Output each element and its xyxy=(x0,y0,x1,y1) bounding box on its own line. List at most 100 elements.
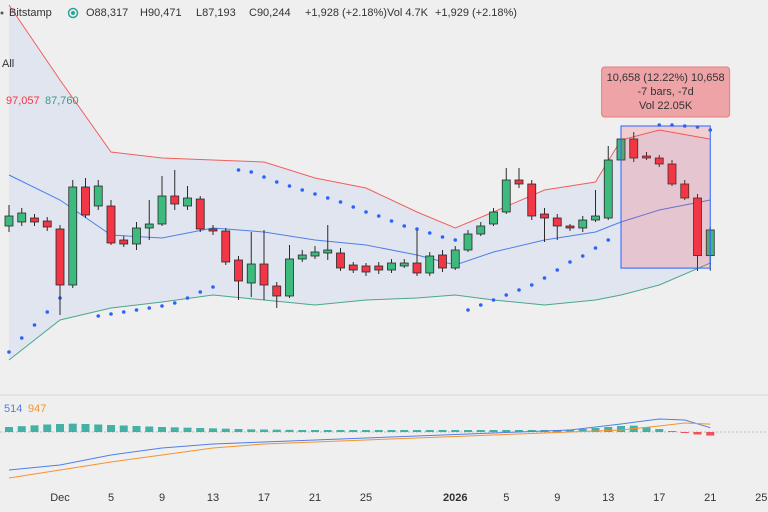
sar-dot xyxy=(172,301,177,305)
candle-body xyxy=(438,254,447,269)
status-icon xyxy=(67,7,79,19)
sar-dot xyxy=(160,304,164,308)
sar-dot xyxy=(427,231,432,235)
sar-dot xyxy=(121,310,126,314)
range[interactable]: All xyxy=(2,58,14,70)
sar-dot xyxy=(478,303,483,307)
candle-body xyxy=(119,239,129,245)
low: L87,193 xyxy=(196,7,236,19)
candle-body xyxy=(552,217,562,227)
x-tick-label: 9 xyxy=(159,492,165,504)
sar-dot xyxy=(529,283,534,287)
sar-dot xyxy=(568,260,572,264)
sar-dot xyxy=(440,235,445,239)
sar-dot xyxy=(211,285,215,289)
volume-change: +1,929 (+2.18%) xyxy=(435,7,517,19)
candle-body xyxy=(501,179,511,213)
histogram-bar xyxy=(234,429,243,432)
histogram-bar xyxy=(43,424,52,432)
measure-box xyxy=(620,125,711,269)
upper-value: 97,057 xyxy=(6,95,40,107)
macd-line xyxy=(8,418,711,471)
measure-tooltip xyxy=(601,66,731,118)
histogram-bar xyxy=(94,424,103,432)
candle-body xyxy=(489,211,498,225)
histogram-bar xyxy=(158,427,166,432)
candle-body xyxy=(603,159,613,219)
sar-dot xyxy=(45,310,50,314)
histogram-bar xyxy=(489,430,498,432)
candle-body xyxy=(629,138,639,159)
histogram-bar xyxy=(247,429,256,432)
candle-body xyxy=(425,255,435,274)
histogram-bar xyxy=(617,426,625,432)
candle-body xyxy=(450,249,460,269)
candle-body xyxy=(463,233,473,251)
band-fill xyxy=(9,5,711,360)
macd-line xyxy=(8,422,711,479)
candle-body xyxy=(234,259,243,282)
candle-body xyxy=(195,198,205,230)
histogram-bar xyxy=(668,431,676,432)
candle-body xyxy=(514,179,524,185)
candle-body xyxy=(81,186,90,216)
candle-body xyxy=(591,215,600,221)
sar-dot xyxy=(109,312,113,316)
candle-body xyxy=(297,254,307,260)
histogram-bar xyxy=(476,430,485,432)
histogram-bar xyxy=(5,427,13,432)
candle-body xyxy=(323,249,333,254)
candle-body xyxy=(68,186,78,286)
histogram-bar xyxy=(642,427,651,432)
candle-body xyxy=(93,185,103,207)
candle-body xyxy=(361,265,371,273)
candle-body xyxy=(4,215,14,227)
candle-body xyxy=(221,230,231,263)
sar-dot xyxy=(542,276,547,280)
candle-body xyxy=(642,155,651,159)
histogram-bar xyxy=(68,423,77,432)
candle-body xyxy=(476,225,486,235)
candle-body xyxy=(17,212,27,223)
histogram-bar xyxy=(196,428,205,432)
x-tick-label: 25 xyxy=(360,492,372,504)
sar-dot xyxy=(274,180,279,184)
histogram-bar xyxy=(119,425,128,432)
sar-dot xyxy=(300,188,305,192)
sar-dot xyxy=(7,350,11,354)
open: O88,317 xyxy=(86,7,128,19)
candle-body xyxy=(412,262,422,274)
sar-dot xyxy=(198,290,203,294)
sar-dot xyxy=(325,196,330,200)
symbol-dot xyxy=(0,11,4,15)
sar-dot xyxy=(147,306,152,310)
status-icon-dot xyxy=(71,11,75,15)
histogram-bar xyxy=(604,427,613,432)
sar-dot xyxy=(236,168,241,172)
candle-body xyxy=(310,251,320,257)
plot: Dec 5 9 13 17 21 25 2026 5 9 13 17 21 25 10,658 (12.22… xyxy=(0,4,768,504)
histogram-bar xyxy=(438,430,447,432)
sar-dot xyxy=(606,238,611,242)
symbol: Bitstamp xyxy=(9,7,52,19)
sar-dot xyxy=(185,296,190,300)
candle-body xyxy=(399,262,409,267)
histogram-bar xyxy=(30,425,39,432)
candle-body xyxy=(42,220,52,228)
sar-dot xyxy=(338,200,343,204)
macd-value: 514 xyxy=(4,403,22,415)
x-tick-label: 5 xyxy=(108,492,114,504)
candle-body xyxy=(30,217,39,223)
histogram-bar xyxy=(56,424,64,432)
measure-change: 10,658 (12.22%) 10,658 xyxy=(607,72,725,84)
candle-body xyxy=(285,258,294,297)
sar-dot xyxy=(402,224,407,228)
histogram-bar xyxy=(183,427,192,432)
histogram-bar xyxy=(132,426,141,432)
sar-dot xyxy=(453,238,458,242)
sar-dot xyxy=(491,298,496,302)
x-tick-label: 21 xyxy=(704,492,716,504)
x-tick-label: 21 xyxy=(309,492,321,504)
candle-body xyxy=(540,213,549,219)
